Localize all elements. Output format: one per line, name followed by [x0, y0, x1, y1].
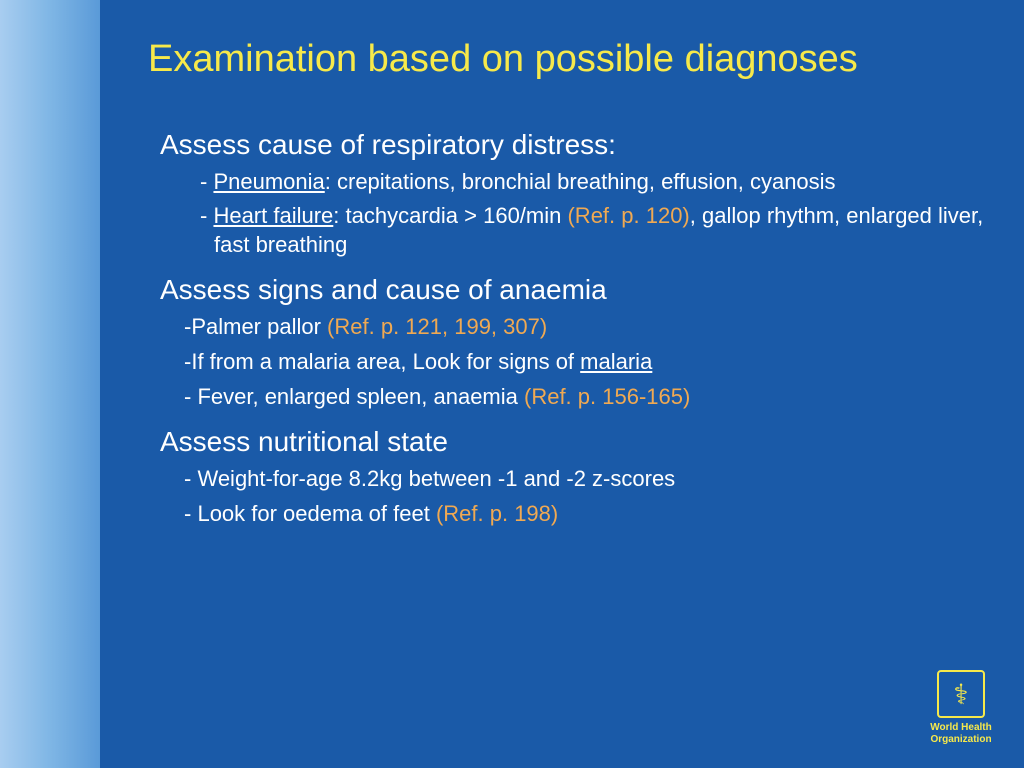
bullet-text: : crepitations, bronchial breathing, eff…	[325, 169, 836, 194]
bullet-item: - Pneumonia: crepitations, bronchial bre…	[200, 167, 984, 197]
bullet-text: Fever, enlarged spleen, anaemia	[197, 384, 524, 409]
bullet-prefix: -	[200, 169, 213, 194]
bullet-text: -Palmer pallor	[184, 314, 327, 339]
bullet-item: - Fever, enlarged spleen, anaemia (Ref. …	[184, 382, 984, 413]
bullet-text: Look for oedema of feet	[197, 501, 436, 526]
section-heading: Assess cause of respiratory distress:	[160, 129, 984, 161]
logo-line1: World Health	[930, 722, 991, 733]
slide-main: Examination based on possible diagnoses …	[100, 0, 1024, 768]
bullet-text: Weight-for-age 8.2kg between -1 and -2 z…	[197, 466, 675, 491]
bullet-text: -If from a malaria area, Look for signs …	[184, 349, 580, 374]
reference-text: (Ref. p. 121, 199, 307)	[327, 314, 547, 339]
bullet-prefix: -	[184, 466, 197, 491]
reference-text: (Ref. p. 198)	[436, 501, 558, 526]
section-heading: Assess signs and cause of anaemia	[160, 274, 984, 306]
who-logo-icon: ⚕	[937, 670, 985, 718]
bullet-prefix: -	[184, 501, 197, 526]
bullet-prefix: -	[184, 384, 197, 409]
bullet-underline: malaria	[580, 349, 652, 374]
bullet-item: - Look for oedema of feet (Ref. p. 198)	[184, 499, 984, 530]
bullet-item: - Heart failure: tachycardia > 160/min (…	[200, 201, 984, 260]
bullet-item: -Palmer pallor (Ref. p. 121, 199, 307)	[184, 312, 984, 343]
section-heading: Assess nutritional state	[160, 426, 984, 458]
bullet-item: - Weight-for-age 8.2kg between -1 and -2…	[184, 464, 984, 495]
logo-glyph: ⚕	[953, 678, 968, 711]
bullet-item: -If from a malaria area, Look for signs …	[184, 347, 984, 378]
who-logo: ⚕ World Health Organization	[920, 670, 1002, 746]
bullet-text: : tachycardia > 160/min	[333, 203, 567, 228]
bullet-prefix: -	[200, 203, 213, 228]
sidebar-gradient	[0, 0, 100, 768]
bullet-underline: Pneumonia	[213, 169, 324, 194]
logo-line2: Organization	[930, 734, 991, 745]
bullet-underline: Heart failure	[213, 203, 333, 228]
reference-text: (Ref. p. 156-165)	[524, 384, 690, 409]
slide-title: Examination based on possible diagnoses	[148, 38, 984, 81]
reference-text: (Ref. p. 120)	[567, 203, 689, 228]
who-logo-text: World Health Organization	[920, 722, 1002, 746]
